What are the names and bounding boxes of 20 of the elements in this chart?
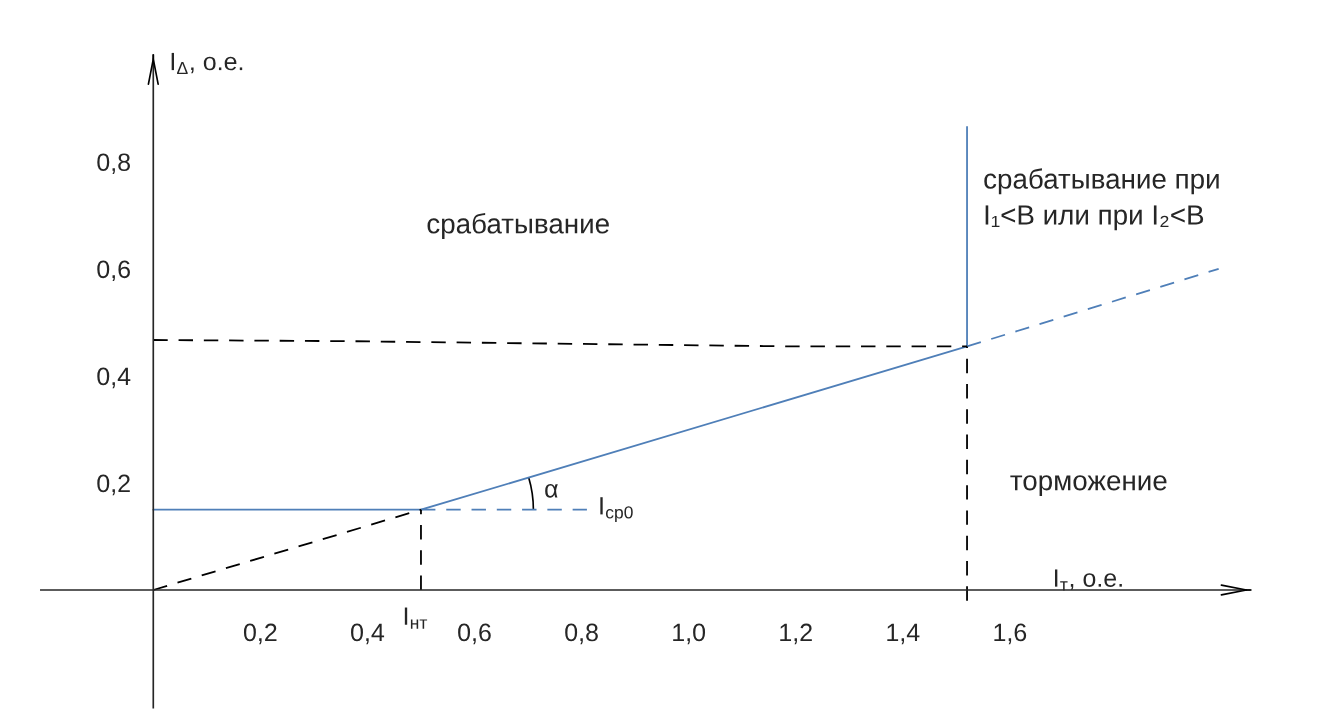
y-tick-label: 0,8	[97, 153, 130, 175]
y-tick-label: 0,4	[97, 367, 131, 389]
x-tick-label: 1,0	[673, 623, 706, 645]
annotation: α	[545, 483, 558, 498]
y-axis-title: I$_{Δ}$, о.е.	[171, 52, 243, 75]
annotation: I$_{ср0}$	[600, 497, 633, 522]
x-tick-label: 1,2	[780, 623, 812, 645]
y-tick-label: 0,6	[97, 260, 130, 282]
x-tick-label: 1,4	[887, 623, 920, 645]
annotation: I$_{нт}$	[404, 607, 428, 629]
annotation: срабатывание при I₁<B или при I₂<B	[984, 168, 1219, 231]
x-tick-label: 0,8	[565, 623, 598, 645]
x-tick-label: 0,6	[458, 623, 491, 645]
annotation: торможение	[1010, 475, 1167, 496]
x-tick-label: 0,2	[243, 623, 277, 645]
x-axis-title: I$_{т}$, о.е.	[1055, 569, 1122, 591]
annotation: срабатывание	[427, 212, 609, 240]
y-tick-label: 0,2	[97, 474, 130, 496]
x-tick-label: 1,6	[994, 623, 1027, 645]
x-tick-label: 0,4	[351, 623, 385, 645]
